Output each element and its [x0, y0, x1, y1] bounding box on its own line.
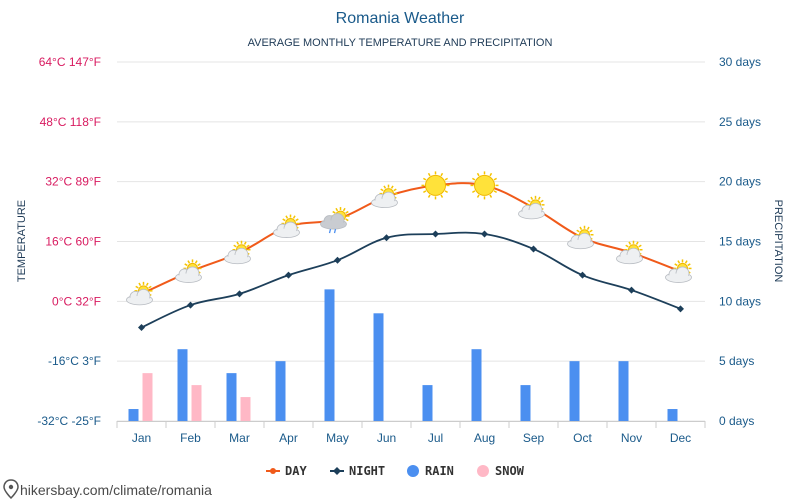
left-axis-title: TEMPERATURE: [16, 200, 28, 282]
night-point: [138, 324, 145, 332]
sun-cloud-rain-icon: [320, 207, 350, 234]
night-point: [481, 230, 488, 238]
x-tick-label: Dec: [670, 431, 691, 445]
x-tick-label: Feb: [180, 431, 201, 445]
legend-label: RAIN: [425, 464, 454, 478]
legend-item-snow[interactable]: SNOW: [477, 464, 525, 478]
rain-bar: [177, 349, 188, 421]
night-point: [677, 305, 684, 313]
right-tick-label: 30 days: [719, 55, 761, 69]
x-tick-label: May: [326, 431, 349, 445]
partly-sunny-icon: [518, 195, 545, 220]
night-point: [530, 245, 537, 253]
right-tick-label: 20 days: [719, 175, 761, 189]
night-point: [383, 234, 390, 242]
rain-bar: [471, 349, 482, 421]
footer-url[interactable]: hikersbay.com/climate/romania: [20, 482, 212, 498]
night-point: [432, 230, 439, 238]
night-temperature-line: [141, 231, 681, 329]
x-tick-label: Jun: [377, 431, 396, 445]
rain-bar: [324, 289, 335, 421]
night-point: [187, 301, 194, 309]
sun-icon: [470, 171, 499, 200]
x-axis: Jan Feb Mar Apr May Jun Jul Aug Sep Oct Nov Dec: [116, 421, 706, 445]
night-point: [334, 256, 341, 264]
partly-sunny-icon: [371, 184, 398, 209]
precipitation-bars: [128, 289, 678, 421]
x-tick-label: Jul: [428, 431, 443, 445]
partly-sunny-icon: [126, 281, 153, 306]
rain-bar: [275, 361, 286, 421]
left-axis: 64°C 147°F 48°C 118°F 32°C 89°F 16°C 60°F 0°…: [37, 55, 101, 428]
rain-bar: [226, 373, 237, 421]
legend-label: SNOW: [495, 464, 525, 478]
x-tick-label: Aug: [474, 431, 495, 445]
x-tick-label: Oct: [573, 431, 592, 445]
right-tick-label: 15 days: [719, 235, 761, 249]
legend: DAY NIGHT RAIN SNOW: [266, 464, 525, 478]
legend-label: NIGHT: [349, 464, 385, 478]
gridlines: [117, 61, 705, 422]
right-tick-label: 0 days: [719, 414, 754, 428]
snow-bar: [240, 397, 251, 421]
partly-sunny-icon: [665, 259, 692, 283]
partly-sunny-icon: [567, 225, 594, 250]
partly-sunny-icon: [616, 240, 643, 265]
footer-link[interactable]: hikersbay.com/climate/romania: [3, 479, 212, 500]
right-axis: 30 days 25 days 20 days 15 days 10 days 5 day…: [719, 55, 761, 428]
right-tick-label: 5 days: [719, 354, 754, 368]
left-tick-label: 48°C 118°F: [40, 115, 101, 129]
map-pin-icon: [3, 479, 19, 500]
weather-icons: [126, 171, 692, 306]
right-tick-label: 25 days: [719, 115, 761, 129]
partly-sunny-icon: [273, 214, 300, 238]
snow-bar: [191, 385, 202, 421]
night-point: [285, 271, 292, 279]
partly-sunny-icon: [224, 240, 251, 265]
day-temperature-line: [141, 182, 681, 295]
rain-bar: [520, 385, 531, 421]
legend-label: DAY: [285, 464, 307, 478]
left-tick-label: -32°C -25°F: [37, 414, 101, 428]
left-tick-label: 64°C 147°F: [39, 55, 101, 69]
x-tick-label: Apr: [279, 431, 298, 445]
right-axis-title: PRECIPITATION: [772, 200, 784, 283]
chart-subtitle: AVERAGE MONTHLY TEMPERATURE AND PRECIPIT…: [248, 37, 553, 49]
x-tick-label: Mar: [229, 431, 250, 445]
right-tick-label: 10 days: [719, 294, 761, 308]
night-point: [236, 290, 243, 298]
night-point: [628, 286, 635, 294]
temperature-lines: [138, 182, 684, 332]
rain-bar: [128, 409, 139, 421]
x-tick-label: Sep: [523, 431, 545, 445]
rain-bar: [422, 385, 433, 421]
rain-bar: [618, 361, 629, 421]
left-tick-label: 16°C 60°F: [45, 235, 101, 249]
rain-bar: [667, 409, 678, 421]
sun-icon: [421, 171, 450, 200]
left-tick-label: -16°C 3°F: [48, 354, 101, 368]
partly-sunny-icon: [175, 259, 202, 283]
legend-item-day[interactable]: DAY: [266, 464, 307, 478]
left-tick-label: 0°C 32°F: [52, 294, 101, 308]
rain-bar: [373, 313, 384, 421]
night-point: [579, 271, 586, 279]
legend-item-rain[interactable]: RAIN: [407, 464, 454, 478]
chart-title: Romania Weather: [336, 10, 465, 27]
rain-bar: [569, 361, 580, 421]
legend-item-night[interactable]: NIGHT: [330, 464, 385, 478]
x-tick-label: Nov: [621, 431, 642, 445]
snow-bar: [142, 373, 153, 421]
x-tick-label: Jan: [132, 431, 151, 445]
left-tick-label: 32°C 89°F: [45, 175, 101, 189]
